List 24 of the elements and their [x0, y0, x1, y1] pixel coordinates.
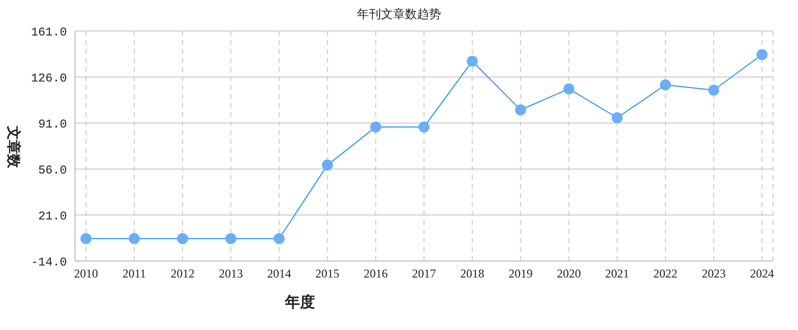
x-tick-label: 2022 [653, 266, 678, 281]
x-tick-label: 2016 [364, 266, 388, 281]
chart-title: 年刊文章数趋势 [356, 6, 442, 23]
y-tick-label: -14.0 [30, 255, 67, 270]
x-tick-label: 2023 [702, 266, 726, 281]
x-tick-label: 2011 [122, 266, 146, 281]
x-tick-label: 2018 [460, 266, 484, 281]
x-tick-label: 2013 [218, 266, 243, 281]
x-tick-label: 2020 [556, 266, 581, 281]
x-tick-label: 2014 [267, 266, 292, 281]
x-axis-title: 年度 [284, 293, 316, 312]
y-tick-label: 91.0 [38, 117, 67, 132]
x-tick-label: 2019 [508, 266, 533, 281]
x-tick-label: 2021 [605, 266, 630, 281]
y-tick-label: 56.0 [38, 163, 67, 178]
x-tick-label: 2017 [412, 266, 436, 281]
x-tick-label: 2024 [750, 266, 774, 281]
x-tick-label: 2015 [315, 266, 340, 281]
x-tick-label: 2012 [170, 266, 195, 281]
x-tick-label: 2010 [74, 266, 98, 281]
y-tick-label: 161.0 [30, 25, 67, 40]
y-tick-label: 21.0 [38, 209, 67, 224]
y-tick-label: 126.0 [30, 71, 67, 86]
y-axis-title: 文章数 [4, 125, 22, 170]
